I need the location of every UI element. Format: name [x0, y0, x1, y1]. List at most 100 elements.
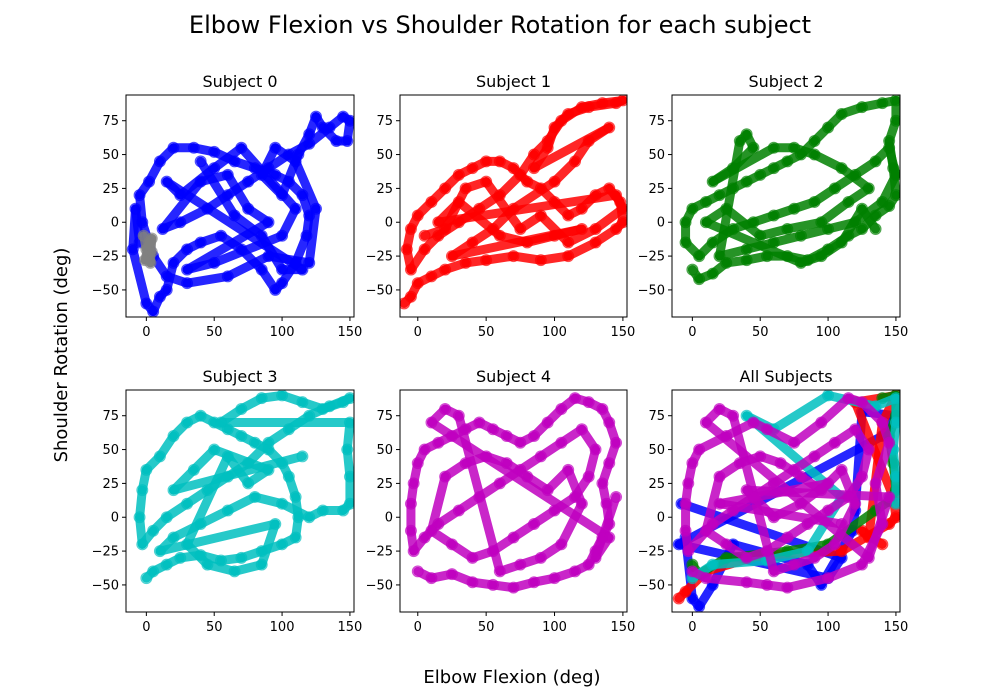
data-point — [143, 175, 156, 188]
trajectory-segment — [196, 156, 240, 220]
trajectory-segment — [304, 204, 321, 268]
data-point — [815, 416, 828, 429]
data-point — [255, 263, 268, 276]
trajectory-segment — [162, 177, 307, 275]
data-point — [582, 470, 595, 483]
data-point — [459, 182, 472, 195]
data-point — [528, 162, 541, 175]
data-point — [767, 477, 780, 490]
data-point — [562, 250, 575, 263]
data-point — [682, 477, 695, 490]
data-point — [842, 195, 855, 208]
data-point — [181, 497, 194, 510]
data-point — [255, 545, 268, 558]
data-point — [582, 396, 595, 409]
trajectory-segment — [708, 556, 772, 570]
y-tick-label: −25 — [366, 545, 393, 560]
data-point — [425, 524, 438, 537]
data-point — [221, 270, 234, 283]
data-point — [589, 443, 602, 456]
data-point — [160, 511, 173, 524]
data-point — [276, 497, 289, 510]
x-tick-label: 50 — [478, 325, 495, 340]
data-point — [534, 450, 547, 463]
data-point — [713, 470, 726, 483]
x-tick-label: 100 — [816, 325, 841, 340]
data-point — [194, 236, 207, 249]
data-point — [835, 162, 848, 175]
data-point — [815, 216, 828, 229]
data-point — [862, 443, 875, 456]
data-point — [889, 189, 900, 202]
data-point — [480, 155, 493, 168]
data-point — [610, 97, 623, 110]
data-point — [181, 416, 194, 429]
data-point — [262, 463, 275, 476]
data-point — [883, 141, 896, 154]
data-point — [693, 443, 706, 456]
trajectory-segment — [155, 519, 280, 556]
data-point — [486, 578, 499, 591]
data-point — [194, 549, 207, 562]
x-tick-label: 150 — [338, 620, 363, 635]
data-point — [439, 402, 452, 415]
data-point — [754, 229, 767, 242]
data-point — [767, 511, 780, 524]
data-point — [167, 256, 180, 269]
y-tick-label: 75 — [102, 114, 119, 129]
data-point — [153, 155, 166, 168]
y-tick-label: 75 — [102, 409, 119, 424]
data-point — [600, 497, 613, 510]
data-point — [181, 277, 194, 290]
data-point — [808, 551, 821, 564]
data-point — [194, 518, 207, 531]
data-point — [589, 236, 602, 249]
x-tick-label: 150 — [338, 325, 363, 340]
data-point — [534, 209, 547, 222]
y-tick-label: 25 — [376, 477, 393, 492]
data-point — [439, 263, 452, 276]
data-point — [889, 168, 900, 181]
data-point — [754, 450, 767, 463]
trajectory-segment — [223, 251, 273, 281]
series-4 — [679, 392, 896, 594]
data-point — [507, 531, 520, 544]
data-point — [740, 576, 753, 589]
data-point — [528, 148, 541, 161]
data-point — [452, 168, 465, 181]
data-point — [248, 490, 261, 503]
data-point — [147, 305, 160, 317]
data-point — [221, 189, 234, 202]
data-point — [788, 202, 801, 215]
data-point — [418, 443, 431, 456]
data-point — [262, 250, 275, 263]
data-point — [221, 470, 234, 483]
data-point — [521, 470, 534, 483]
scatter-points — [126, 110, 354, 317]
data-point — [466, 551, 479, 564]
data-point — [439, 223, 452, 236]
data-point — [215, 229, 227, 242]
data-point — [808, 135, 821, 148]
data-point — [727, 409, 740, 422]
data-point — [889, 114, 900, 127]
trajectory-segment — [128, 244, 151, 308]
y-tick-label: 0 — [385, 216, 393, 231]
data-point — [341, 135, 354, 148]
data-point — [493, 477, 506, 490]
data-point — [616, 216, 627, 229]
data-point — [603, 457, 616, 470]
x-tick-label: 100 — [270, 620, 295, 635]
data-point — [828, 436, 841, 449]
data-point — [300, 229, 313, 242]
data-point — [181, 538, 194, 551]
subplot-4: Subject 4 0 50 100 150 −50 −25 0 25 50 75 — [366, 367, 636, 635]
data-point — [883, 490, 896, 503]
data-point — [139, 254, 151, 267]
data-point — [466, 576, 479, 589]
data-point — [194, 175, 207, 188]
data-point — [555, 538, 568, 551]
data-point — [147, 524, 160, 537]
series-0 — [126, 110, 354, 317]
